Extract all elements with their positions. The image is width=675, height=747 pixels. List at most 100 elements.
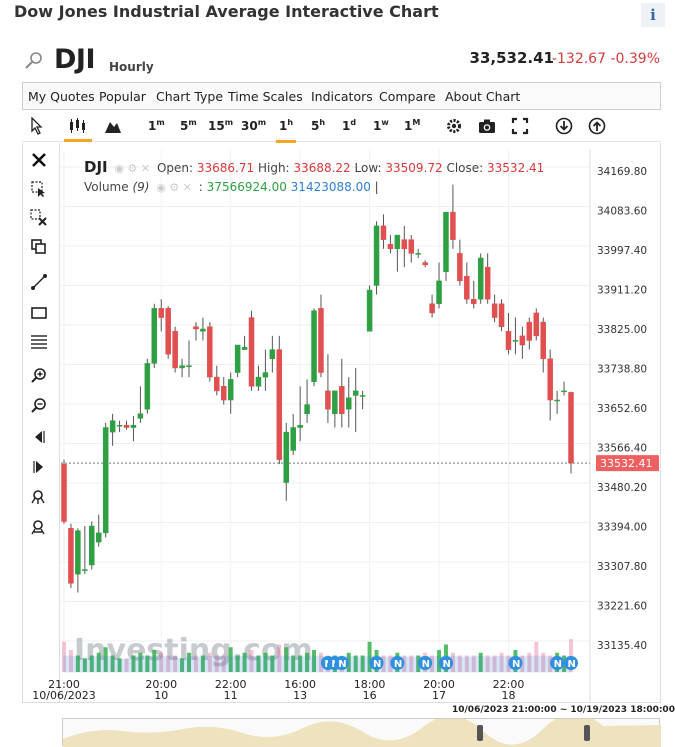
navigator-range-label: 10/06/2023 21:00:00 ~ 10/19/2023 18:00:0… [452, 705, 675, 715]
area-chart-icon[interactable] [104, 117, 122, 135]
candle-body [554, 399, 560, 402]
upload-icon[interactable] [587, 117, 607, 135]
fullscreen-icon[interactable] [511, 117, 529, 135]
volume-bar [207, 652, 212, 672]
volume-bar [228, 647, 233, 672]
candle-body [561, 390, 567, 393]
y-tick-label: 33221.60 [597, 601, 647, 613]
candle-body [186, 365, 192, 367]
volume-bar [298, 655, 303, 672]
menu-indicators[interactable]: Indicators [311, 89, 373, 104]
news-marker [334, 656, 349, 670]
menu-my-quotes[interactable]: My Quotes [28, 89, 95, 104]
timeframe-5h[interactable]: 5h [311, 118, 326, 133]
candle-body [339, 386, 345, 415]
candlestick-chart-icon[interactable] [68, 117, 90, 135]
menu-about-chart[interactable]: About Chart [445, 89, 521, 104]
navigator-right-handle[interactable] [584, 725, 590, 741]
delete-drawings-icon[interactable] [30, 209, 48, 227]
candle-body [262, 372, 269, 378]
volume-bar [82, 658, 87, 672]
candle-body [137, 413, 144, 419]
timeframe-1M[interactable]: 1M [404, 118, 421, 133]
legend-visibility-icons[interactable]: ◉ ⚙ ✕ [114, 162, 151, 175]
candle-body [471, 298, 477, 305]
cursor-icon[interactable] [30, 117, 44, 135]
zoom-in-icon[interactable] [30, 367, 48, 385]
lock-drawing-icon[interactable] [30, 519, 48, 537]
select-tool-icon[interactable] [30, 180, 48, 198]
download-icon[interactable] [554, 117, 574, 135]
menu-chart-type[interactable]: Chart Type [156, 89, 224, 104]
volume-bar [89, 655, 94, 672]
timeframe-1m[interactable]: 1m [148, 118, 165, 133]
timeframe-5m[interactable]: 5m [180, 118, 197, 133]
news-marker-label: N [442, 659, 450, 670]
volume-bar [68, 650, 73, 672]
candle-body [220, 386, 227, 401]
volume-bar [409, 655, 414, 672]
candle-body [241, 347, 248, 350]
close-icon[interactable] [30, 151, 48, 169]
volume-bar [200, 655, 205, 672]
magnet-icon[interactable] [30, 489, 48, 507]
scroll-left-icon[interactable] [30, 428, 48, 446]
candle-body [484, 266, 491, 300]
candle-body [373, 225, 380, 286]
x-tick-date: 11 [224, 689, 238, 702]
volume-bar [367, 641, 372, 672]
news-marker-label: N [422, 659, 430, 670]
menu-popular[interactable]: Popular [99, 89, 146, 104]
volume-bar [291, 655, 296, 672]
x-tick-date: 16 [363, 689, 377, 702]
volume-bar [221, 655, 226, 672]
volume-bar [312, 650, 317, 672]
y-tick-label: 33997.40 [597, 245, 647, 257]
volume-bar [284, 647, 289, 672]
volume-bar [277, 644, 282, 672]
candle-body [533, 312, 540, 337]
info-icon[interactable]: i [641, 3, 665, 27]
candle-body [429, 303, 435, 314]
candle-body [158, 308, 164, 318]
candle-body [380, 225, 387, 240]
volume-bar [541, 652, 546, 672]
camera-icon[interactable] [478, 117, 496, 135]
candle-body [540, 321, 546, 360]
zoom-out-icon[interactable] [30, 397, 48, 415]
rectangle-icon[interactable] [30, 304, 48, 322]
timeframe-15m[interactable]: 15m [208, 118, 234, 133]
search-icon[interactable] [24, 51, 44, 71]
navigator-left-handle[interactable] [477, 725, 483, 741]
candle-body [172, 331, 178, 369]
range-navigator[interactable] [62, 718, 661, 747]
legend-low-label: Low: [354, 161, 382, 175]
volume-bar [96, 652, 101, 672]
legend-close: 33532.41 [487, 161, 545, 175]
y-tick-label: 33307.80 [597, 561, 647, 573]
news-marker-label: N [338, 659, 346, 670]
news-marker [508, 656, 523, 670]
volume-bar [270, 655, 275, 672]
menu-time-scales[interactable]: Time Scales [228, 89, 303, 104]
menu-compare[interactable]: Compare [379, 89, 436, 104]
timeframe-30m[interactable]: 30m [241, 118, 267, 133]
candle-body [116, 424, 123, 427]
candle-body [568, 392, 574, 464]
legend-symbol: DJI [84, 158, 108, 176]
timeframe-1w[interactable]: 1w [373, 118, 389, 133]
trendline-icon[interactable] [30, 273, 48, 291]
timeframe-1d[interactable]: 1d [342, 118, 357, 133]
y-tick-label: 33480.20 [597, 482, 647, 494]
timeframe-1h[interactable]: 1h [275, 118, 297, 143]
gear-icon[interactable] [445, 117, 463, 135]
volume-visibility-icons[interactable]: ◉ ⚙ ✕ [156, 181, 192, 194]
scroll-right-icon[interactable] [30, 458, 48, 476]
volume-bar [193, 655, 198, 672]
fibonacci-icon[interactable] [30, 333, 48, 351]
quote-header: DJI Hourly 33,532.41 -132.67 -0.39% [24, 44, 664, 75]
clone-icon[interactable] [30, 238, 48, 256]
x-tick-time: 18:00 [354, 678, 386, 691]
news-marker-label: N [554, 659, 562, 670]
